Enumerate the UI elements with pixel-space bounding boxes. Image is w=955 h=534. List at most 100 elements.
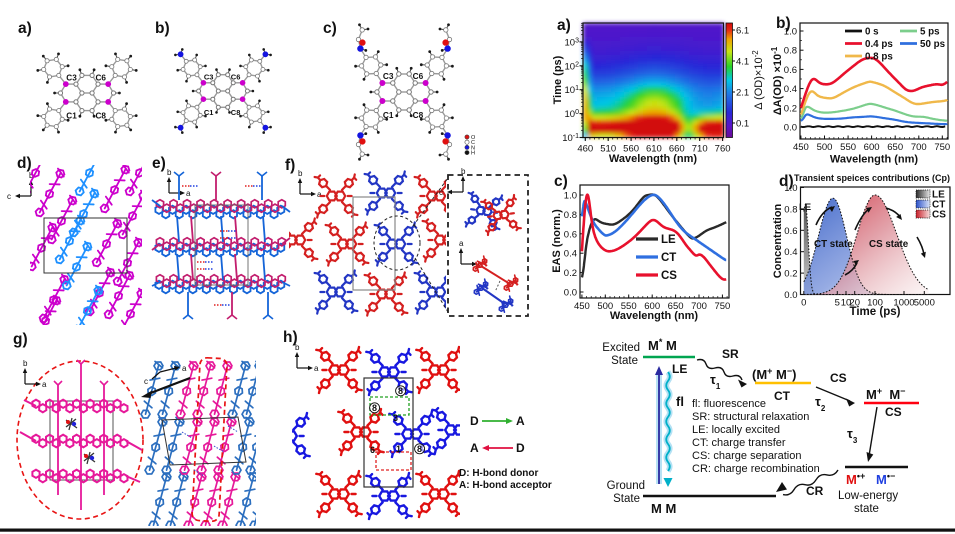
svg-text:1.0: 1.0 [564,191,577,202]
svg-text:τ3: τ3 [847,426,858,445]
svg-text:550: 550 [840,142,856,153]
svg-text:CT: charge transfer: CT: charge transfer [692,437,786,449]
svg-text:650: 650 [668,301,684,312]
svg-text:A: A [470,441,479,455]
svg-text:0.6: 0.6 [564,229,577,240]
svg-text:6: 6 [370,445,375,455]
svg-text:CT state: CT state [814,239,853,250]
svg-text:Ground: Ground [607,480,645,492]
svg-text:0: 0 [801,298,806,309]
svg-text:CS: CS [932,210,946,221]
svg-text:101: 101 [565,85,580,97]
svg-text:650: 650 [887,142,903,153]
svg-text:560: 560 [623,144,639,155]
svg-text:2.1: 2.1 [736,88,749,99]
svg-text:C6: C6 [413,71,424,81]
svg-text:C: C [471,140,475,146]
svg-text:500: 500 [817,142,833,153]
svg-text:f): f) [285,157,295,174]
svg-text:1000: 1000 [893,298,914,309]
svg-text:b: b [23,359,28,368]
svg-text:0.0: 0.0 [564,288,577,299]
svg-text:760: 760 [715,144,731,155]
svg-text:a: a [182,364,187,373]
svg-text:e): e) [152,155,166,172]
svg-text:CS: CS [885,405,902,419]
svg-text:b: b [29,171,34,180]
svg-text:ΔA(OD) ×10-1: ΔA(OD) ×10-1 [770,46,785,115]
svg-text:100: 100 [565,109,580,121]
svg-text:Wavelength (nm): Wavelength (nm) [830,154,919,166]
svg-text:c): c) [323,20,337,37]
svg-text:C1: C1 [66,112,77,121]
svg-text:Low-energy: Low-energy [838,490,898,502]
svg-text:D: D [470,414,479,428]
svg-text:c: c [7,192,11,201]
svg-text:0.4 ps: 0.4 ps [865,39,893,50]
svg-text:0.8: 0.8 [784,204,797,215]
svg-text:LE: LE [799,202,811,213]
svg-text:100: 100 [867,298,883,309]
svg-text:Wavelength (nm): Wavelength (nm) [609,153,698,165]
svg-text:M M: M M [651,501,676,516]
svg-text:610: 610 [646,144,662,155]
svg-text:SR: structural relaxation: SR: structural relaxation [692,411,809,423]
svg-text:c: c [144,377,148,386]
svg-text:O: O [471,135,476,141]
svg-text:b): b) [776,15,791,32]
svg-text:LE: LE [672,362,687,376]
svg-text:1.0: 1.0 [784,27,797,38]
svg-text:a): a) [18,20,32,37]
svg-text:h): h) [283,329,298,346]
svg-text:600: 600 [864,142,880,153]
svg-text:8: 8 [417,444,422,454]
svg-text:τ1: τ1 [710,372,721,391]
svg-text:Excited: Excited [602,342,640,354]
svg-text:460: 460 [577,144,593,155]
svg-text:A: A [516,414,525,428]
svg-text:c): c) [554,173,568,190]
svg-text:0.8: 0.8 [784,46,797,57]
svg-text:5 ps: 5 ps [920,27,940,38]
svg-text:8: 8 [398,386,403,396]
svg-text:N: N [471,145,475,151]
svg-text:0.4: 0.4 [784,84,797,95]
svg-text:50 ps: 50 ps [920,39,946,50]
svg-text:LE: locally excited: LE: locally excited [692,424,780,436]
svg-text:750: 750 [714,301,730,312]
svg-text:450: 450 [574,301,590,312]
svg-text:CT: CT [661,252,676,264]
svg-text:4.1: 4.1 [736,57,749,68]
svg-text:0.6: 0.6 [784,65,797,76]
svg-text:1: 1 [396,444,401,454]
svg-text:fl: fluorescence: fl: fluorescence [692,398,766,410]
svg-text:b): b) [155,20,170,37]
svg-text:LE: LE [661,234,676,246]
svg-text:3: 3 [393,413,398,423]
svg-text:C1: C1 [383,110,394,120]
svg-text:CS: CS [661,270,677,282]
svg-text:Time (ps): Time (ps) [552,55,564,104]
svg-text:b: b [167,168,172,177]
svg-text:H: H [471,151,475,157]
svg-text:0.2: 0.2 [564,268,577,279]
svg-text:C3: C3 [66,74,77,83]
svg-text:CS state: CS state [869,239,909,250]
svg-text:g): g) [13,331,28,348]
svg-text:1.0: 1.0 [784,183,797,194]
svg-text:Transient speices contribution: Transient speices contributions (Cp) [794,173,950,183]
svg-text:M+ M−: M+ M− [866,386,905,402]
svg-text:102: 102 [565,61,580,73]
svg-text:0.1: 0.1 [736,119,749,130]
svg-text:C6: C6 [231,73,241,82]
svg-text:c: c [439,188,443,197]
svg-text:a: a [42,380,47,389]
svg-text:0 s: 0 s [865,27,879,38]
svg-text:6.1: 6.1 [736,26,749,37]
svg-text:M* M: M* M [648,337,677,353]
svg-text:700: 700 [691,301,707,312]
svg-text:0.2: 0.2 [784,103,797,114]
svg-text:d): d) [779,173,794,190]
svg-text:0.2: 0.2 [784,269,797,280]
svg-text:710: 710 [692,144,708,155]
